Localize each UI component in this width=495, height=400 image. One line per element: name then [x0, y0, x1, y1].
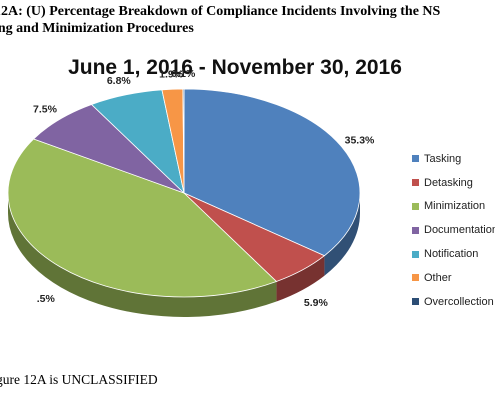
legend-item-minimization: Minimization [412, 195, 495, 219]
legend-label-minimization: Minimization [424, 200, 486, 213]
pie-labels: 35.3% 5.9% .5% 7.5% 6.8% 1.9%0.1% [33, 68, 375, 309]
legend-label-documentation: Documentation [424, 224, 495, 237]
figure-title-line-2: ing and Minimization Procedures [0, 21, 194, 36]
slice-side-tasking [324, 193, 360, 276]
legend-swatch-other [412, 274, 419, 282]
legend-item-detasking: Detasking [412, 171, 495, 195]
legend-item-documentation: Documentation [412, 218, 495, 242]
legend-label-overcollection: Overcollection [424, 295, 494, 308]
legend-item-overcollection: Overcollection [412, 290, 495, 314]
legend-label-other: Other [424, 271, 452, 284]
data-label-other: 1.9% [159, 68, 184, 80]
legend-label-detasking: Detasking [424, 176, 473, 189]
legend-swatch-documentation [412, 226, 419, 234]
data-label-minimization: .5% [37, 293, 56, 305]
pie-tops [7, 88, 361, 298]
slice-overcollection [182, 88, 185, 194]
slice-side-detasking [276, 255, 325, 302]
chart-title: June 1, 2016 - November 30, 2016 [68, 56, 402, 79]
legend-label-notification: Notification [424, 248, 479, 261]
slice-tasking [183, 88, 361, 257]
legend-swatch-overcollection [412, 298, 419, 306]
legend-swatch-notification [412, 250, 419, 258]
classification-footer: gure 12A is UNCLASSIFIED [0, 372, 158, 387]
legend-item-other: Other [412, 266, 495, 290]
pie-sides [8, 193, 360, 317]
data-label-tasking: 35.3% [345, 135, 375, 147]
legend-swatch-detasking [412, 179, 419, 187]
legend-swatch-tasking [412, 155, 419, 163]
legend-swatch-minimization [412, 202, 419, 210]
legend-item-notification: Notification [412, 242, 495, 266]
data-label-detasking: 5.9% [304, 297, 329, 309]
slice-side-minimization [8, 193, 277, 317]
data-label-overcollection: 0.1% [171, 68, 196, 80]
legend: Tasking Detasking Minimization Documentatio… [412, 147, 495, 314]
slice-minimization [7, 138, 278, 298]
figure-title-line-1: 12A: (U) Percentage Breakdown of Complia… [0, 4, 441, 19]
data-label-documentation: 7.5% [33, 103, 58, 115]
data-label-notification: 6.8% [107, 75, 132, 87]
legend-label-tasking: Tasking [424, 152, 462, 165]
legend-item-tasking: Tasking [412, 147, 495, 171]
